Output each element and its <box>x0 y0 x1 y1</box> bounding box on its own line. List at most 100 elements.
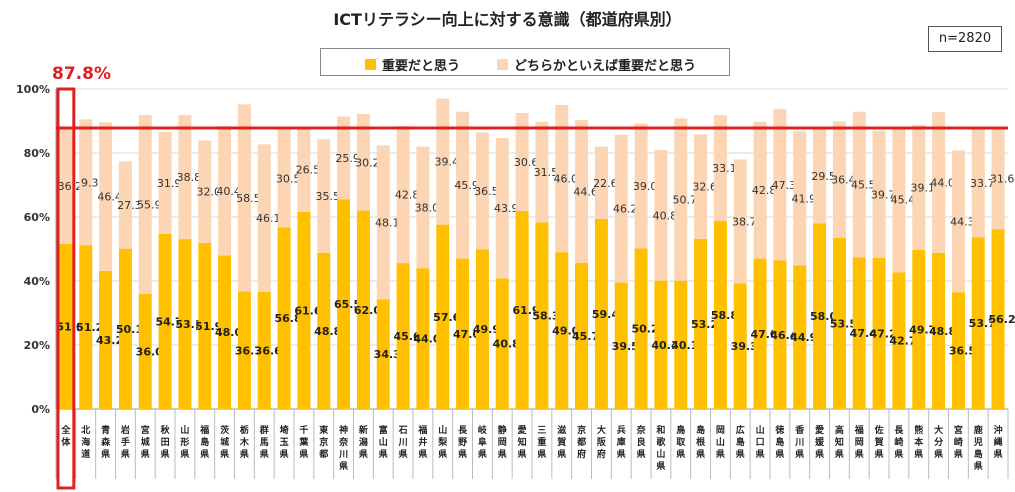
data-label-somewhat-important: 29.5 <box>811 170 836 183</box>
bar-important <box>297 211 311 409</box>
category-label: 和 <box>655 424 665 436</box>
bar-important <box>634 248 648 409</box>
bar-important <box>337 199 351 409</box>
bar-important <box>555 252 569 409</box>
category-label: 県 <box>875 449 884 460</box>
category-label: 高 <box>835 424 844 436</box>
category-label: 島 <box>974 448 983 460</box>
bar-somewhat-important <box>575 120 589 263</box>
data-label-important: 57.6 <box>433 311 460 324</box>
bar-somewhat-important <box>456 111 470 259</box>
category-label: 福 <box>417 424 427 436</box>
category-label: 鳥 <box>676 424 685 436</box>
data-label-important: 53.2 <box>691 318 718 331</box>
bar-important <box>356 210 370 409</box>
data-label-somewhat-important: 44.6 <box>573 185 598 198</box>
category-label: 徳 <box>774 424 784 436</box>
bar-important <box>396 263 410 409</box>
data-label-important: 48.8 <box>929 325 956 338</box>
category-label: 児 <box>973 437 983 448</box>
category-label: 県 <box>141 449 150 460</box>
category-label: 広 <box>736 424 745 436</box>
category-label: 兵 <box>617 424 626 436</box>
bar-somewhat-important <box>654 150 668 281</box>
category-label: 知 <box>834 436 844 448</box>
category-label: 秋 <box>160 424 171 436</box>
overall-total-label: 87.8% <box>52 64 111 84</box>
category-label: 取 <box>676 437 686 448</box>
category-label: 県 <box>974 461 983 472</box>
data-label-somewhat-important: 31.5 <box>534 166 559 179</box>
category-label: 玉 <box>280 437 289 448</box>
category-label: 県 <box>914 449 923 460</box>
bar-important <box>971 237 985 409</box>
y-tick-label: 40% <box>24 275 50 288</box>
data-label-important: 61.9 <box>513 304 540 317</box>
category-label: 群 <box>259 424 269 436</box>
data-label-important: 62.0 <box>354 304 381 317</box>
category-label: 県 <box>299 449 308 460</box>
data-label-somewhat-important: 30.2 <box>355 156 380 169</box>
category-label: 県 <box>537 449 546 460</box>
category-label: 岐 <box>478 424 488 436</box>
bar-somewhat-important <box>515 113 529 211</box>
bar-important <box>198 242 212 409</box>
data-label-somewhat-important: 22.6 <box>593 177 618 190</box>
category-label: 県 <box>934 449 943 460</box>
category-label: 県 <box>458 449 467 460</box>
data-label-important: 44.0 <box>413 333 440 346</box>
data-label-somewhat-important: 26.5 <box>296 163 321 176</box>
category-label: 県 <box>359 449 368 460</box>
category-label: 道 <box>81 448 90 460</box>
category-label: 都 <box>318 448 328 460</box>
category-label: 京 <box>577 424 586 436</box>
data-label-somewhat-important: 50.7 <box>673 194 698 207</box>
bar-important <box>456 258 470 409</box>
data-label-important: 51.2 <box>76 321 103 334</box>
category-label: 富 <box>379 424 388 436</box>
category-label: 福 <box>199 424 209 436</box>
data-label-important: 36.5 <box>949 345 976 358</box>
data-label-somewhat-important: 45.9 <box>454 179 479 192</box>
category-label: 三 <box>537 425 546 436</box>
bar-important <box>237 291 251 409</box>
category-label: 千 <box>299 424 308 436</box>
category-label: 山 <box>756 424 765 436</box>
category-label: 奈 <box>636 424 647 436</box>
bar-important <box>575 262 589 409</box>
category-label: 県 <box>656 461 665 472</box>
bar-somewhat-important <box>912 124 926 250</box>
bar-somewhat-important <box>337 116 351 200</box>
data-label-important: 49.7 <box>909 323 936 336</box>
data-label-somewhat-important: 30.5 <box>276 172 301 185</box>
bar-somewhat-important <box>198 140 212 243</box>
data-label-somewhat-important: 48.1 <box>375 216 400 229</box>
category-label: 静 <box>498 424 507 436</box>
data-label-somewhat-important: 36.2 <box>58 180 83 193</box>
data-label-somewhat-important: 39.7 <box>871 188 896 201</box>
data-label-important: 54.7 <box>156 315 183 328</box>
category-label: 愛 <box>518 424 527 436</box>
data-label-somewhat-important: 46.0 <box>554 173 579 186</box>
bar-somewhat-important <box>416 146 430 269</box>
category-label: 全 <box>60 424 71 436</box>
overall-highlight-box <box>56 87 76 490</box>
y-tick-label: 80% <box>24 147 50 160</box>
data-label-somewhat-important: 43.9 <box>494 202 519 215</box>
bar-somewhat-important <box>932 112 946 253</box>
category-label: 阪 <box>597 436 607 448</box>
data-label-somewhat-important: 31.6 <box>990 173 1015 186</box>
data-label-important: 58.0 <box>810 310 837 323</box>
data-label-somewhat-important: 33.7 <box>970 177 995 190</box>
category-label: 木 <box>239 436 250 448</box>
bar-important <box>158 233 172 409</box>
category-label: 県 <box>637 449 646 460</box>
category-label: 県 <box>260 449 269 460</box>
category-label: 茨 <box>220 424 229 436</box>
data-label-important: 58.3 <box>532 310 559 323</box>
category-label: 熊 <box>914 424 923 436</box>
data-label-somewhat-important: 36.5 <box>474 185 499 198</box>
data-label-important: 40.1 <box>651 339 678 352</box>
bar-important <box>99 270 113 409</box>
bar-somewhat-important <box>178 114 192 240</box>
